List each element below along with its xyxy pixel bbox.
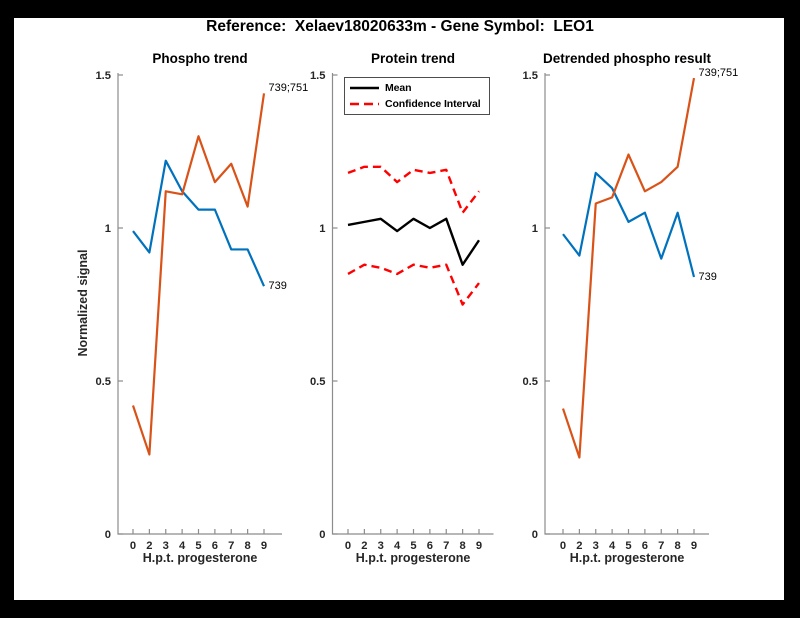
x-tick-label: 2 <box>576 540 582 552</box>
axes-frame <box>544 73 709 535</box>
plot-title-protein-trend: Protein trend <box>370 51 455 66</box>
annotation-739-right: 739 <box>698 270 717 283</box>
x-tick-label: 7 <box>658 540 664 552</box>
x-tick-label: 9 <box>476 540 482 552</box>
x-tick-label: 9 <box>691 540 697 552</box>
series-line-ci-upper <box>347 165 480 214</box>
x-tick-label: 4 <box>394 540 401 552</box>
x-tick-label: 5 <box>625 540 631 552</box>
y-tick-label: 1 <box>105 223 111 235</box>
y-tick-label: 1.5 <box>95 70 111 82</box>
y-tick-label: 0 <box>532 529 538 541</box>
series-line-ci-lower <box>347 263 480 306</box>
legend-entry-mean: Mean <box>385 82 412 94</box>
x-tick-label: 8 <box>675 540 681 552</box>
figure-title: Reference: Xelaev18020633m - Gene Symbol… <box>206 18 594 35</box>
x-tick-label: 2 <box>361 540 367 552</box>
x-tick-label: 3 <box>378 540 384 552</box>
series-line-mean <box>347 217 480 266</box>
x-tick-label: 8 <box>460 540 466 552</box>
series-line-site-739 <box>132 159 266 287</box>
y-tick-label: 0 <box>319 529 325 541</box>
y-tick-label: 0 <box>105 529 111 541</box>
x-tick-label: 5 <box>195 540 201 552</box>
x-tick-label: 8 <box>245 540 251 552</box>
plot-title-detrended-phospho-result: Detrended phospho result <box>542 51 711 66</box>
series-line-site-739-751 <box>561 77 696 459</box>
y-tick-label: 1.5 <box>310 70 326 82</box>
y-tick-label: 1 <box>319 223 325 235</box>
x-tick-label: 4 <box>179 540 186 552</box>
x-tick-label: 7 <box>443 540 449 552</box>
x-tick-label: 0 <box>130 540 136 552</box>
x-tick-label: 6 <box>642 540 648 552</box>
legend-entry-confidence-interval: Confidence Interval <box>385 98 481 110</box>
x-tick-label: 6 <box>212 540 218 552</box>
x-tick-label: 7 <box>228 540 234 552</box>
x-axis-label-protein: H.p.t. progesterone <box>355 551 471 565</box>
x-tick-label: 9 <box>261 540 267 552</box>
x-axis-label-detrended: H.p.t. progesterone <box>569 551 685 565</box>
x-tick-label: 2 <box>146 540 152 552</box>
x-tick-label: 0 <box>560 540 566 552</box>
y-tick-label: 0.5 <box>95 376 111 388</box>
y-tick-label: 0.5 <box>522 376 538 388</box>
annotation-739-751-left: 739;751 <box>268 82 309 95</box>
y-tick-label: 0.5 <box>310 376 326 388</box>
x-tick-label: 4 <box>609 540 616 552</box>
x-tick-label: 6 <box>427 540 433 552</box>
annotation-739-left: 739 <box>268 280 287 293</box>
x-axis-label-phospho: H.p.t. progesterone <box>142 551 258 565</box>
x-tick-label: 3 <box>593 540 599 552</box>
y-tick-label: 1 <box>532 223 538 235</box>
y-axis-label: Normalized signal <box>76 249 90 357</box>
axes-frame <box>331 73 494 535</box>
y-tick-label: 1.5 <box>522 70 538 82</box>
x-tick-label: 0 <box>345 540 351 552</box>
series-line-site-739-751 <box>131 93 266 456</box>
annotation-739-751-right: 739;751 <box>698 67 739 80</box>
x-tick-label: 5 <box>410 540 416 552</box>
plot-title-phospho-trend: Phospho trend <box>152 51 248 66</box>
legend-box <box>344 77 490 115</box>
x-tick-label: 3 <box>163 540 169 552</box>
series-line-site-739 <box>562 171 696 278</box>
